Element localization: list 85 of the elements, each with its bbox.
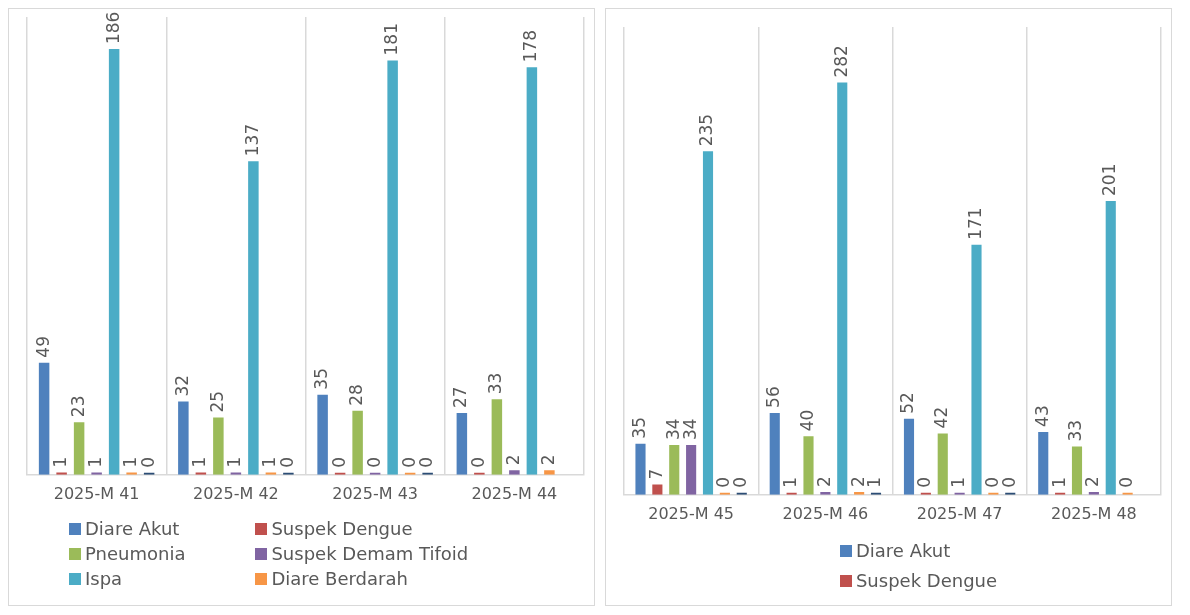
legend-label: Diare Akut: [85, 518, 180, 539]
x-tick-label: 2025-M 46: [782, 503, 869, 523]
bar: [73, 422, 85, 475]
bar: [1105, 200, 1116, 495]
bar: [456, 413, 468, 475]
data-label: 32: [171, 374, 192, 397]
data-label: 1: [780, 476, 801, 488]
data-label: 0: [1116, 476, 1137, 488]
data-label: 35: [311, 368, 332, 390]
data-label: 49: [32, 336, 53, 358]
data-label: 27: [450, 386, 471, 408]
data-label: 0: [467, 456, 488, 468]
x-tick-label: 2025-M 45: [648, 503, 734, 523]
data-label: 201: [1099, 163, 1120, 196]
x-tick-label: 2025-M 44: [471, 483, 558, 503]
bar: [509, 470, 520, 475]
data-label: 43: [1031, 405, 1052, 427]
bar: [669, 445, 680, 495]
data-label: 33: [1065, 419, 1086, 442]
data-label: 0: [416, 456, 437, 468]
bar: [686, 445, 697, 495]
data-label: 23: [67, 395, 88, 418]
data-label: 1: [1048, 476, 1069, 488]
data-label: 2: [502, 454, 523, 466]
data-label: 25: [206, 390, 227, 413]
bar: [1071, 446, 1083, 495]
data-label: 186: [102, 11, 123, 45]
x-tick-label: 2025-M 48: [1051, 503, 1137, 523]
data-label: 35: [628, 416, 649, 439]
x-tick-label: 2025-M 42: [193, 483, 279, 503]
data-label: 282: [830, 45, 851, 78]
data-label: 33: [485, 372, 506, 395]
bar: [635, 443, 646, 495]
data-label: 1: [224, 456, 245, 468]
data-label: 2: [813, 476, 834, 487]
data-label: 181: [381, 23, 402, 56]
data-label: 1: [85, 456, 106, 468]
data-label: 0: [398, 456, 419, 468]
data-label: 1: [50, 456, 71, 468]
data-label: 28: [346, 384, 367, 406]
bar: [213, 417, 224, 475]
data-label: 171: [964, 207, 985, 240]
data-label: 2: [537, 454, 558, 466]
bar: [702, 151, 714, 495]
data-label: 235: [696, 113, 717, 147]
bar: [937, 433, 948, 495]
bar: [769, 412, 780, 495]
x-tick-label: 2025-M 43: [332, 483, 418, 503]
data-label: 1: [948, 476, 969, 488]
data-label: 40: [796, 409, 817, 432]
bar: [903, 418, 915, 495]
x-tick-label: 2025-M 47: [916, 503, 1003, 523]
bar: [38, 362, 50, 475]
bar: [248, 161, 259, 475]
legend-label: Ispa: [85, 568, 123, 589]
legend-label: Suspek Demam Tifoid: [271, 543, 469, 564]
bar: [1038, 431, 1049, 495]
legend-label: Diare Berdarah: [271, 568, 408, 589]
data-label: 7: [645, 468, 666, 480]
bar: [317, 394, 328, 475]
data-label: 0: [363, 456, 384, 468]
bar: [387, 60, 398, 475]
data-label: 0: [328, 456, 349, 468]
bar: [491, 399, 503, 475]
bar: [971, 244, 982, 495]
legend-label: Diare Akut: [855, 539, 951, 563]
bar: [178, 401, 189, 475]
legend-label: Suspek Dengue: [271, 518, 413, 539]
data-label: 56: [763, 386, 784, 408]
data-label: 137: [241, 123, 262, 157]
data-label: 2: [1082, 476, 1103, 487]
bar: [108, 49, 120, 475]
legend-label: Pneumonia: [85, 543, 186, 564]
data-label: 1: [189, 456, 210, 468]
data-label: 42: [931, 406, 952, 429]
x-tick-label: 2025-M 41: [53, 483, 140, 503]
legend-label: Suspek Dengue: [855, 569, 998, 593]
bar: [526, 67, 538, 475]
data-label: 52: [897, 392, 918, 414]
data-label: 178: [520, 29, 541, 63]
bar: [544, 470, 555, 475]
data-label: 0: [914, 476, 935, 488]
bar: [352, 410, 363, 475]
bar: [837, 82, 848, 495]
bar: [803, 436, 814, 495]
